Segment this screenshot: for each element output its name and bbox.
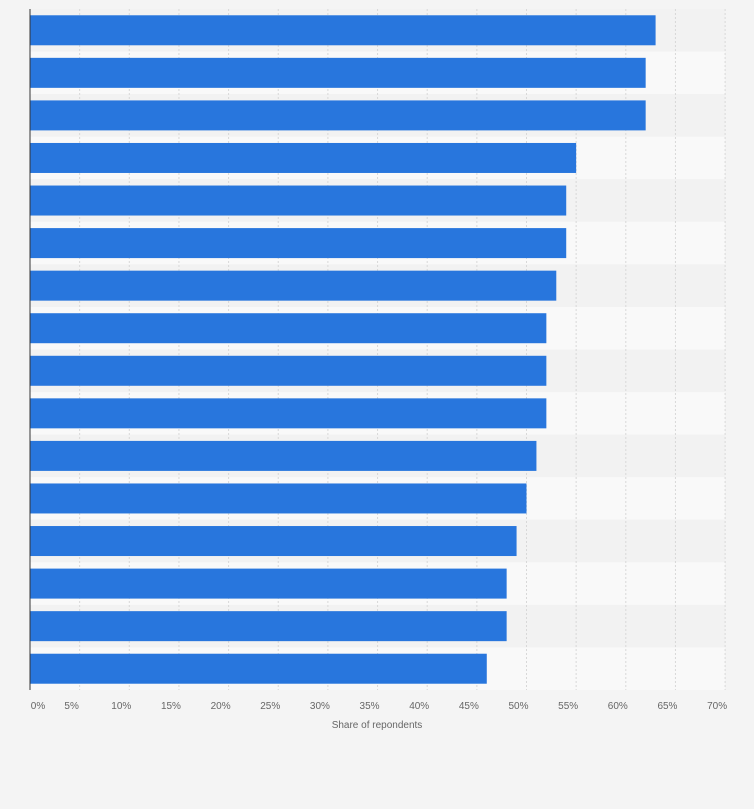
bar[interactable] [30, 100, 646, 131]
x-tick-label: 35% [360, 701, 380, 712]
bar[interactable] [30, 440, 537, 471]
bar[interactable] [30, 270, 557, 301]
bar[interactable] [30, 398, 547, 429]
bar[interactable] [30, 611, 507, 642]
bar[interactable] [30, 57, 646, 88]
bar[interactable] [30, 313, 547, 344]
x-tick-label: 20% [211, 701, 231, 712]
x-tick-label: 55% [558, 701, 578, 712]
x-axis-title: Share of repondents [332, 720, 423, 731]
x-tick-label: 70% [707, 701, 727, 712]
x-tick-label: 10% [111, 701, 131, 712]
x-tick-label: 5% [64, 701, 79, 712]
bar[interactable] [30, 483, 527, 514]
x-tick-label: 25% [260, 701, 280, 712]
x-tick-label: 50% [508, 701, 528, 712]
x-axis-ticks: 0% 5% 10% 15% 20% 25% 30% 35% 40% 45% 50% 55% 60% 65%… [31, 701, 727, 712]
bar[interactable] [30, 568, 507, 599]
bar[interactable] [30, 142, 577, 173]
bar[interactable] [30, 653, 487, 684]
bar[interactable] [30, 228, 567, 259]
x-tick-label: 45% [459, 701, 479, 712]
x-tick-label: 30% [310, 701, 330, 712]
x-tick-label: 60% [608, 701, 628, 712]
bar[interactable] [30, 15, 656, 46]
bars [30, 15, 656, 684]
x-tick-label: 65% [657, 701, 677, 712]
bar[interactable] [30, 185, 567, 216]
bar[interactable] [30, 355, 547, 386]
x-tick-label: 40% [409, 701, 429, 712]
bar[interactable] [30, 526, 517, 557]
x-tick-label: 15% [161, 701, 181, 712]
x-tick-label: 0% [31, 701, 46, 712]
